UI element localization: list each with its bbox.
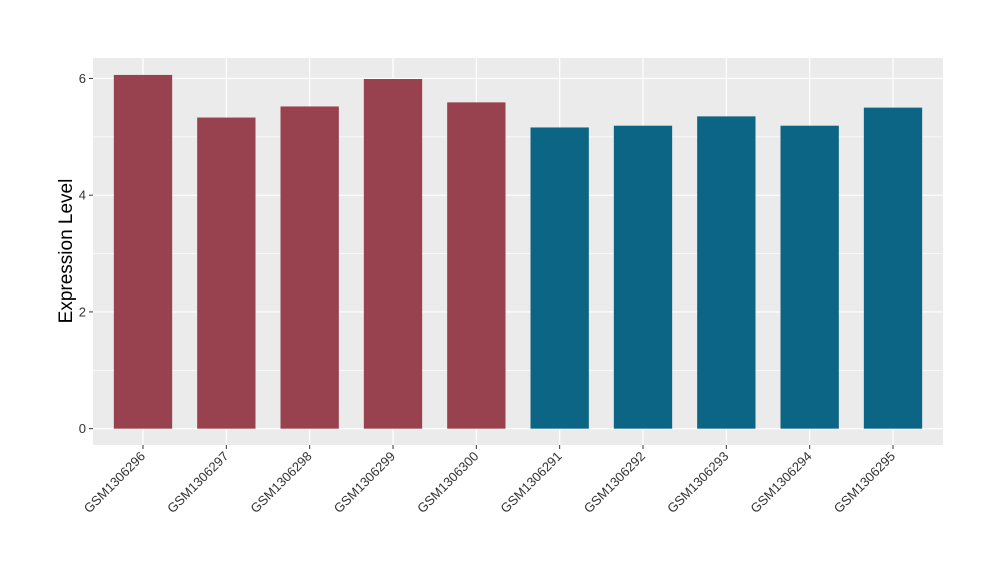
y-tick-label: 4 [79, 188, 86, 203]
bar-GSM1306298 [280, 106, 339, 429]
bar-GSM1306296 [113, 74, 173, 429]
bar-GSM1306295 [863, 107, 923, 429]
bar-GSM1306299 [363, 79, 423, 429]
bar-GSM1306300 [447, 102, 506, 429]
y-axis-title: Expression Level [56, 179, 77, 324]
bar-GSM1306293 [697, 116, 756, 429]
bar-GSM1306294 [780, 125, 839, 429]
bar-GSM1306291 [530, 127, 589, 429]
y-tick-label: 2 [79, 304, 86, 319]
bar-GSM1306297 [197, 117, 256, 429]
bars [113, 74, 923, 429]
y-tick-label: 6 [79, 71, 86, 86]
y-axis: 0 2 4 6 [79, 71, 93, 436]
bar-GSM1306292 [613, 125, 673, 429]
y-tick-label: 0 [79, 421, 86, 436]
